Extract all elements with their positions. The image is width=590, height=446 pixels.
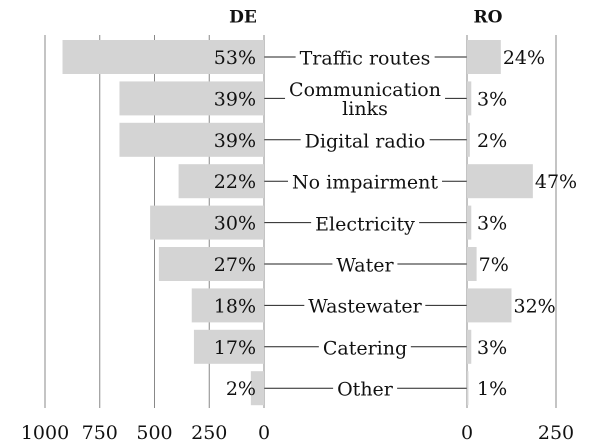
bar (467, 288, 512, 323)
value-label: 24% (503, 47, 545, 69)
value-label: 2% (226, 378, 256, 400)
x-tick-label: 750 (82, 422, 118, 444)
value-label: 2% (477, 130, 507, 152)
value-label: 47% (535, 171, 577, 193)
bar (467, 81, 472, 116)
category-label: No impairment (288, 173, 442, 193)
value-label: 18% (214, 295, 256, 317)
value-label: 32% (514, 295, 556, 317)
value-label: 7% (479, 254, 509, 276)
panel-title: RO (474, 8, 503, 28)
value-label: 39% (214, 130, 256, 152)
panel-title: DE (229, 8, 257, 28)
x-tick-label: 250 (538, 422, 574, 444)
bar (467, 164, 533, 199)
bar (250, 371, 264, 406)
value-label: 3% (477, 88, 507, 110)
bar (158, 247, 264, 281)
x-tick-label: 0 (461, 422, 473, 444)
value-label: 27% (214, 254, 256, 276)
category-label: Communication links (285, 81, 445, 120)
x-tick-label: 1000 (21, 422, 69, 444)
bar (178, 164, 264, 199)
value-label: 1% (477, 378, 507, 400)
x-tick-label: 250 (191, 422, 227, 444)
value-label: 3% (477, 337, 507, 359)
bar (467, 122, 470, 157)
bar (62, 40, 264, 74)
bar (193, 329, 264, 364)
category-label: Water (332, 256, 398, 276)
x-tick-label: 500 (136, 422, 172, 444)
value-label: 22% (214, 171, 256, 193)
bar (467, 205, 472, 240)
category-label: Digital radio (300, 132, 430, 152)
bar (119, 122, 265, 157)
bar (150, 205, 264, 240)
bar (119, 81, 265, 116)
bar (467, 40, 501, 74)
value-label: 30% (214, 213, 256, 235)
x-tick-label: 0 (258, 422, 270, 444)
value-label: 3% (477, 213, 507, 235)
value-label: 39% (214, 88, 256, 110)
category-label: Catering (318, 339, 412, 359)
category-label: Other (333, 380, 397, 400)
category-label: Traffic routes (295, 49, 435, 69)
value-label: 17% (214, 337, 256, 359)
bar (467, 247, 477, 281)
value-label: 53% (214, 47, 256, 69)
category-label: Electricity (311, 215, 419, 235)
bar (191, 288, 264, 323)
bar (467, 329, 472, 364)
bar (467, 371, 469, 406)
category-label: Wastewater (304, 297, 426, 317)
